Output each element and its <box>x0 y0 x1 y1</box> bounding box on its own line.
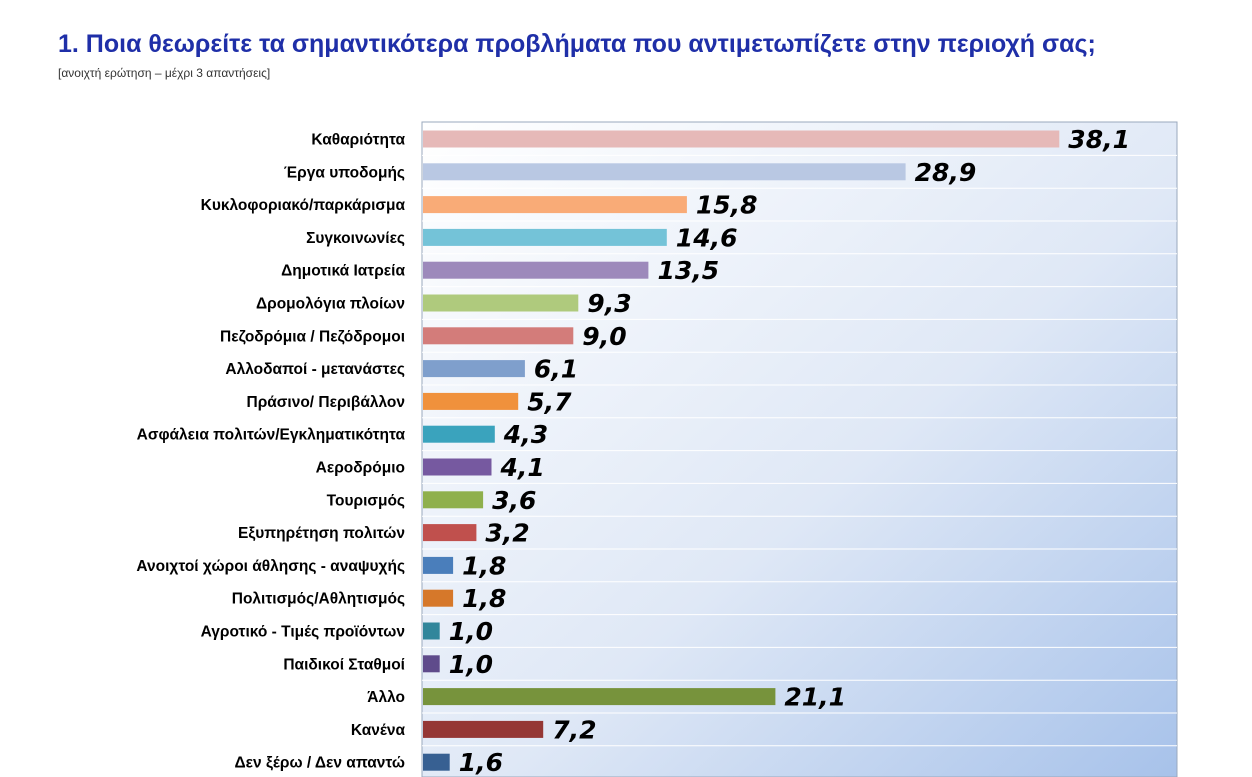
bar <box>423 622 440 640</box>
data-label: 4,3 <box>503 420 548 449</box>
bar <box>423 196 687 214</box>
bar <box>423 688 776 706</box>
category-label: Αγροτικό - Τιμές προϊόντων <box>201 624 405 641</box>
category-label: Πεζοδρόμια / Πεζόδρομοι <box>220 328 405 345</box>
bars: Καθαριότητα 38,1 Έργα υποδομής 28,9 Κυκλοφορ… <box>136 125 1130 777</box>
data-label: 1,8 <box>462 584 506 613</box>
data-label: 9,0 <box>582 322 626 351</box>
data-label: 15,8 <box>696 191 758 220</box>
bar <box>423 228 667 246</box>
bar <box>423 720 544 738</box>
bar <box>423 294 579 312</box>
data-label: 1,0 <box>449 617 493 646</box>
bar <box>423 392 519 410</box>
data-label: 1,6 <box>459 748 503 777</box>
bar <box>423 524 477 542</box>
bar <box>423 556 454 574</box>
page-subtitle: [ανοιχτή ερώτηση – μέχρι 3 απαντήσεις] <box>58 66 271 80</box>
data-label: 5,7 <box>527 387 572 416</box>
category-label: Ασφάλεια πολιτών/Εγκληματικότητα <box>137 427 406 444</box>
bar <box>423 491 484 509</box>
bar <box>423 655 440 673</box>
category-label: Δρομολόγια πλοίων <box>256 296 405 313</box>
category-label: Αλλοδαποί - μετανάστες <box>225 361 405 378</box>
bar <box>423 163 906 181</box>
data-label: 28,9 <box>915 158 977 187</box>
data-label: 7,2 <box>552 715 596 744</box>
bar <box>423 327 574 345</box>
data-label: 1,0 <box>449 650 493 679</box>
category-label: Εξυπηρέτηση πολιτών <box>238 525 405 542</box>
data-label: 1,8 <box>462 551 506 580</box>
gridlines <box>422 154 1177 747</box>
bar <box>423 360 525 378</box>
data-label: 9,3 <box>587 289 631 318</box>
category-label: Έργα υποδομής <box>284 164 405 181</box>
bar <box>423 589 454 607</box>
category-label: Πράσινο/ Περιβάλλον <box>247 394 406 411</box>
bar <box>423 130 1060 148</box>
data-label: 13,5 <box>658 256 720 285</box>
data-label: 4,1 <box>500 453 545 482</box>
data-label: 21,1 <box>784 683 846 712</box>
category-label: Συγκοινωνίες <box>306 230 405 247</box>
category-label: Δεν ξέρω / Δεν απαντώ <box>235 755 405 772</box>
bar <box>423 458 492 476</box>
data-label: 38,1 <box>1068 125 1130 154</box>
category-label: Αεροδρόμιο <box>316 460 405 477</box>
category-label: Τουρισμός <box>327 492 405 509</box>
category-label: Κυκλοφοριακό/παρκάρισμα <box>201 197 406 214</box>
category-label: Δημοτικά Ιατρεία <box>281 263 405 280</box>
bar <box>423 753 450 771</box>
category-label: Κανένα <box>351 722 406 739</box>
category-label: Ανοιχτοί χώροι άθλησης - αναψυχής <box>136 558 405 575</box>
data-label: 14,6 <box>676 223 738 252</box>
category-label: Άλλο <box>367 689 405 706</box>
category-label: Πολιτισμός/Αθλητισμός <box>232 591 405 608</box>
page-title: 1. Ποια θεωρείτε τα σημαντικότερα προβλή… <box>58 30 1096 58</box>
data-label: 3,2 <box>485 519 529 548</box>
bar <box>423 425 495 443</box>
category-label: Παιδικοί Σταθμοί <box>283 656 405 673</box>
plot-area <box>421 121 1178 777</box>
category-label: Καθαριότητα <box>311 132 405 149</box>
data-label: 6,1 <box>534 355 578 384</box>
data-label: 3,6 <box>492 486 536 515</box>
bar <box>423 261 649 279</box>
